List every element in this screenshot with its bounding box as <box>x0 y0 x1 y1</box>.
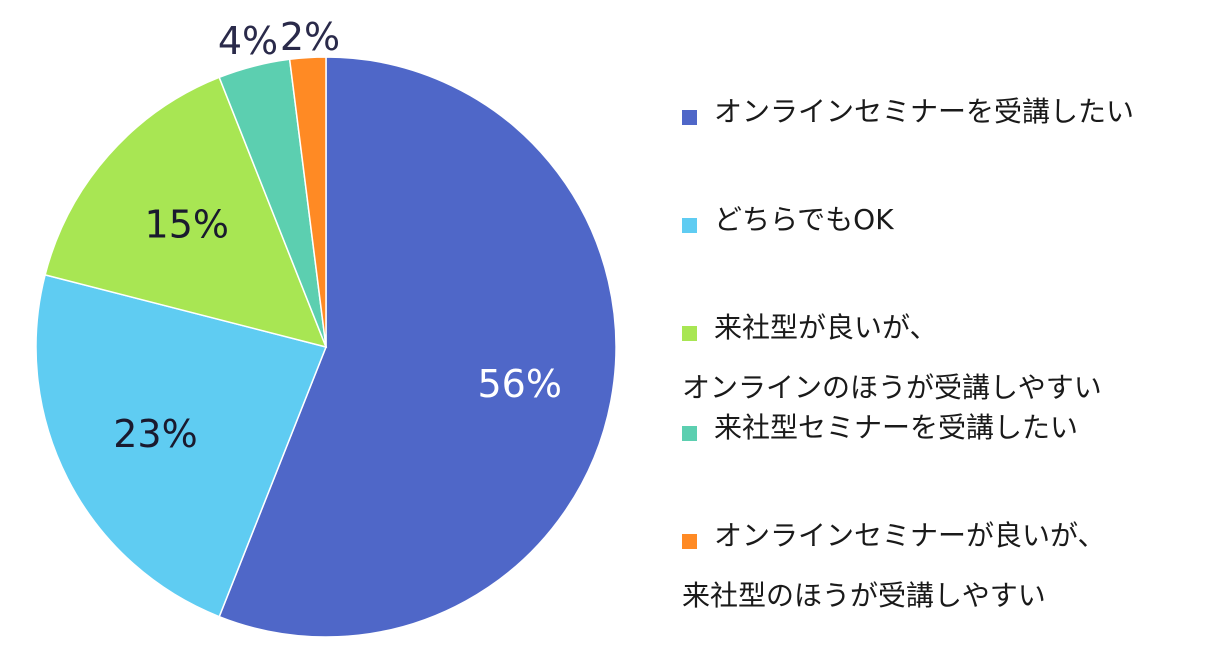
legend-label-line: どちらでもOK <box>714 203 894 236</box>
legend-label-2: どちらでもOK <box>714 190 894 250</box>
legend-item-3: 来社型が良いが、オンラインのほうが受講しやすい <box>682 310 1102 418</box>
legend-item-1: オンラインセミナーを受講したい <box>682 94 1134 142</box>
legend-swatch-1 <box>682 110 697 125</box>
legend-label-line: オンラインのほうが受講しやすい <box>682 371 1102 404</box>
legend-item-4: 来社型セミナーを受講したい <box>682 410 1078 458</box>
legend-label-4: 来社型セミナーを受講したい <box>714 398 1078 458</box>
legend-label-line: 来社型のほうが受講しやすい <box>682 579 1046 612</box>
legend-item-2: どちらでもOK <box>682 202 894 250</box>
legend-label-5: オンラインセミナーが良いが、来社型のほうが受講しやすい <box>682 506 1106 626</box>
legend-label-line: 来社型セミナーを受講したい <box>714 411 1079 444</box>
data-label-2: 23% <box>113 412 197 456</box>
legend-label-line: 来社型が良いが、 <box>714 311 938 344</box>
legend-label-line: オンラインセミナーが良いが、 <box>714 519 1106 552</box>
pie-slice-2 <box>35 273 328 618</box>
legend-swatch-4 <box>682 426 697 441</box>
legend-item-5: オンラインセミナーが良いが、来社型のほうが受講しやすい <box>682 518 1105 626</box>
pie-slice-1 <box>218 56 617 638</box>
legend-label-3: 来社型が良いが、オンラインのほうが受講しやすい <box>682 298 1102 418</box>
legend-swatch-3 <box>682 326 697 341</box>
legend-swatch-5 <box>682 534 697 549</box>
data-label-4: 4% <box>218 19 278 63</box>
pie-slice-3 <box>44 76 328 349</box>
legend-label-line: オンラインセミナーを受講したい <box>714 95 1135 128</box>
data-label-5: 2% <box>280 15 340 59</box>
data-label-3: 15% <box>145 202 229 246</box>
data-label-1: 56% <box>477 362 561 406</box>
legend-label-1: オンラインセミナーを受講したい <box>714 82 1134 142</box>
pie-slice-5 <box>288 56 327 348</box>
legend-swatch-2 <box>682 218 697 233</box>
